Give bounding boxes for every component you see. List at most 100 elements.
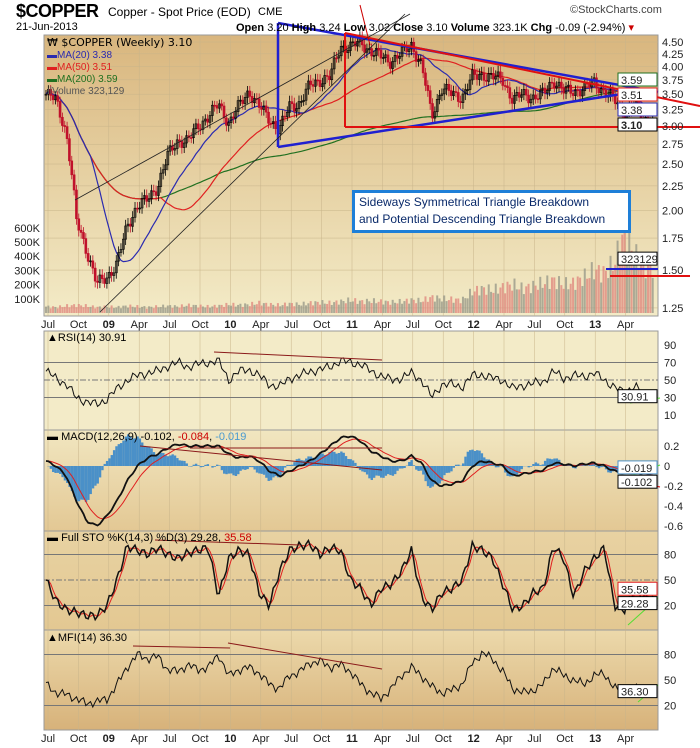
macd-histogram-bar (394, 466, 397, 475)
candle-body (414, 51, 418, 62)
volume-bar (553, 277, 556, 313)
candle-body (389, 61, 392, 69)
macd-histogram-bar (302, 460, 306, 466)
macd-histogram-bar (201, 466, 205, 467)
volume-bar (187, 303, 190, 313)
volume-bar (201, 306, 204, 313)
candle-body (65, 126, 69, 139)
y-tick-label: 80 (664, 550, 676, 562)
candle-body (220, 103, 223, 107)
y-tick-label: 4.25 (662, 49, 683, 61)
macd-tag: -0.102 (621, 477, 652, 489)
volume-tag-box (617, 251, 658, 266)
volume-bar (297, 304, 300, 313)
y-tick-label: 50 (664, 675, 676, 687)
volume-bar (75, 307, 78, 313)
volume-bar (356, 303, 359, 313)
volume-bar (649, 263, 652, 313)
macd-title: ▬ MACD(12,26,9) -0.102, -0.084, -0.019 (47, 431, 247, 443)
volume-bar (604, 270, 607, 313)
macd-histogram-bar (279, 466, 282, 478)
candle-body (534, 94, 537, 99)
volume-bar (171, 307, 174, 313)
volume-bar (651, 277, 654, 313)
volume-bar (520, 282, 523, 313)
x-tick-label: Apr (495, 319, 512, 331)
candle-body (426, 85, 430, 91)
candle-body (281, 115, 284, 126)
macd-line (45, 435, 654, 527)
y-tick-label: 80 (664, 650, 676, 662)
volume-bar (363, 304, 366, 313)
candle-icon: ₩ (47, 36, 58, 49)
legend-ma50: ▬MA(50) 3.51 (47, 62, 113, 73)
candle-body (538, 89, 542, 100)
candle-body (269, 122, 273, 125)
candle-body (145, 195, 149, 202)
volume-bar (108, 307, 111, 313)
macd-histogram-bar (368, 466, 371, 479)
macd-histogram-bar (194, 463, 198, 466)
volume-bar (230, 305, 233, 313)
macd-histogram-bar (112, 450, 116, 466)
volume-bar (382, 304, 385, 313)
volume-bar (101, 308, 104, 313)
y-tick-label: 1.25 (662, 303, 683, 315)
candle-body (189, 137, 193, 139)
candle-body (211, 104, 214, 116)
candle-body (480, 72, 484, 75)
volume-bar (572, 277, 575, 313)
low-label: Low (343, 22, 366, 34)
macd-histogram-bar (101, 466, 104, 471)
volume-bar (276, 303, 279, 313)
volume-bar (419, 302, 422, 313)
volume-bar (609, 255, 612, 313)
legend-ma200-label: MA(200) 3.59 (57, 74, 118, 85)
volume-bar (438, 298, 441, 313)
candle-body (58, 101, 62, 118)
rsi-divergence-line (213, 351, 383, 361)
macd-histogram-bar (225, 466, 228, 475)
volume-bar (47, 305, 50, 313)
volume-bar (628, 230, 631, 313)
candle-body (562, 87, 565, 94)
macd-histogram-bar (543, 460, 547, 466)
macd-histogram-bar (611, 466, 615, 472)
macd-histogram-bar (80, 466, 83, 500)
candle-body (599, 87, 603, 94)
candle-body (119, 249, 123, 253)
candle-body (503, 85, 507, 87)
y-tick-label: 20 (664, 701, 676, 713)
candle-body (129, 223, 132, 227)
volume-bar (340, 299, 343, 313)
volume-bar (98, 306, 101, 313)
macd-histogram-bar (363, 466, 366, 473)
volume-bar (255, 304, 258, 313)
rsi-title-text: RSI(14) 30.91 (57, 332, 127, 344)
volume-bar (176, 306, 179, 313)
candle-body (400, 46, 404, 57)
macd-histogram-bar (553, 458, 556, 466)
volume-bar (110, 305, 113, 313)
down-arrow-icon: ▾ (628, 22, 635, 34)
volume-bar (91, 305, 94, 313)
macd-histogram-bar (401, 466, 404, 469)
y-tick-label: 3.75 (662, 75, 683, 87)
x-tick-label: Oct (435, 733, 452, 745)
macd-histogram-bar (387, 466, 390, 475)
volume-bar (178, 307, 181, 313)
macd-histogram-bar (410, 460, 413, 466)
macd-histogram-bar (497, 466, 500, 468)
candle-body (475, 74, 479, 80)
macd-histogram-bar (286, 464, 289, 466)
volume-bar (522, 294, 525, 313)
x-tick-label: Apr (617, 319, 634, 331)
candle-body (75, 189, 78, 220)
candle-body (150, 190, 153, 200)
macd-histogram-bar (450, 466, 453, 472)
volume-bar (405, 298, 408, 313)
volume-bar (105, 306, 108, 313)
x-tick-label: Apr (495, 733, 512, 745)
candle-body (178, 139, 181, 142)
close-label: Close (393, 22, 424, 34)
